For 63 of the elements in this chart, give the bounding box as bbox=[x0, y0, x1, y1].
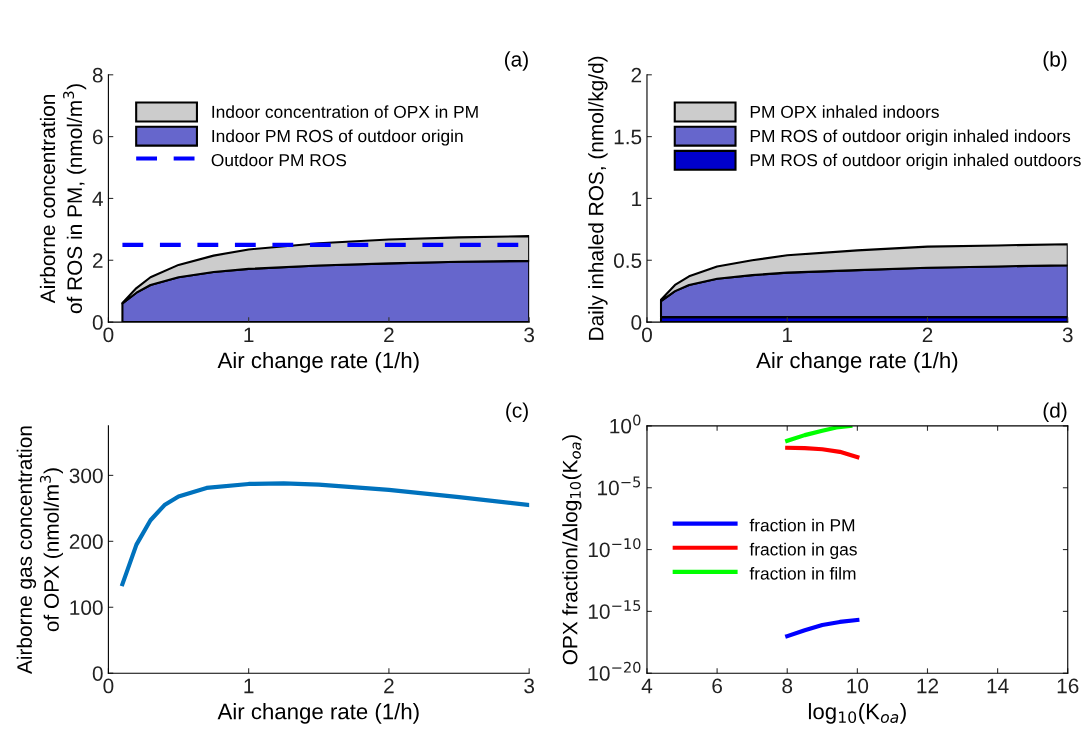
legend-label: PM OPX inhaled indoors bbox=[750, 105, 939, 119]
y-tick-label: 6 bbox=[93, 129, 103, 145]
x-tick-label: 0 bbox=[642, 327, 652, 343]
x-tick-label: 8 bbox=[782, 678, 793, 694]
chart-title: (c) bbox=[506, 402, 528, 422]
y-axis-title: Airborne gas concentration of OPX (nmol/m$^{3}$) bbox=[16, 426, 64, 675]
legend-label: PM ROS of outdoor origin inhaled outdoors bbox=[750, 153, 1081, 170]
y-tick-label: 10$^{−15}$ bbox=[588, 600, 641, 619]
y-tick-label: 4 bbox=[92, 191, 103, 206]
x-tick-label: 0 bbox=[103, 678, 114, 694]
x-tick-label: 1 bbox=[244, 327, 254, 343]
x-tick-label: 16 bbox=[1057, 678, 1079, 694]
legend-label: PM ROS of outdoor origin inhaled indoors bbox=[750, 129, 1071, 146]
x-tick-label: 3 bbox=[524, 327, 535, 343]
line-series bbox=[785, 617, 860, 639]
y-tick-label: 0 bbox=[92, 315, 103, 330]
chart-title: (b) bbox=[1043, 51, 1067, 71]
x-tick-label: 1 bbox=[783, 327, 793, 343]
y-tick-label: 200 bbox=[69, 534, 103, 550]
y-tick-label: 10$^{0}$ bbox=[610, 414, 641, 434]
legend-label: fraction in film bbox=[749, 566, 856, 580]
legend-label: fraction in gas bbox=[749, 542, 857, 559]
x-axis-title: log$_{10}$(K$_{oa}$) bbox=[808, 703, 906, 724]
line-series bbox=[120, 481, 530, 587]
y-tick-label: 0 bbox=[631, 315, 642, 330]
x-tick-label: 3 bbox=[524, 678, 535, 694]
y-tick-label: 10$^{−5}$ bbox=[598, 476, 641, 496]
x-tick-label: 10 bbox=[847, 678, 869, 694]
x-tick-label: 1 bbox=[244, 678, 254, 694]
legend-label: fraction in PM bbox=[749, 518, 855, 532]
y-tick-label: 0 bbox=[92, 666, 103, 681]
legend-label: Outdoor PM ROS bbox=[211, 153, 347, 167]
x-tick-label: 0 bbox=[103, 327, 114, 343]
y-tick-label: 300 bbox=[69, 468, 103, 484]
y-tick-label: 2 bbox=[93, 253, 103, 268]
y-tick-label: 2 bbox=[631, 67, 642, 83]
x-axis-title: Air change rate (1/h) bbox=[217, 351, 419, 373]
x-tick-label: 6 bbox=[712, 678, 722, 694]
chart-title: (d) bbox=[1043, 402, 1067, 422]
chart-title: (a) bbox=[505, 51, 528, 71]
y-tick-label: 8 bbox=[92, 67, 103, 83]
y-tick-label: 1.5 bbox=[614, 129, 642, 145]
y-axis-title: OPX fraction/Δlog$_{10}$(K$_{oa}$) bbox=[562, 435, 582, 665]
y-tick-label: 1 bbox=[632, 191, 642, 206]
x-tick-label: 3 bbox=[1062, 327, 1073, 343]
y-axis-title: Daily inhaled ROS, (nmol/kg/d) bbox=[588, 56, 608, 340]
x-tick-label: 2 bbox=[922, 327, 933, 343]
x-axis-title: Air change rate (1/h) bbox=[756, 351, 958, 373]
legend-label: Indoor concentration of OPX in PM bbox=[212, 105, 478, 119]
x-tick-label: 2 bbox=[384, 678, 394, 694]
y-tick-label: 100 bbox=[70, 600, 103, 616]
line-series bbox=[785, 425, 853, 443]
y-tick-label: 0.5 bbox=[613, 253, 642, 269]
y-tick-label: 10$^{−20}$ bbox=[588, 661, 641, 681]
x-tick-label: 2 bbox=[384, 327, 394, 343]
x-tick-label: 4 bbox=[641, 678, 653, 694]
x-tick-label: 12 bbox=[917, 678, 939, 694]
legend-label: Indoor PM ROS of outdoor origin bbox=[212, 129, 463, 146]
x-tick-label: 14 bbox=[987, 678, 1009, 694]
x-axis-title: Air change rate (1/h) bbox=[217, 703, 419, 724]
line-series bbox=[785, 445, 860, 460]
y-tick-label: 10$^{−10}$ bbox=[588, 538, 641, 558]
y-axis-title: Airborne concentration of ROS in PM, (nmol/m$^{3}$) bbox=[39, 84, 87, 314]
